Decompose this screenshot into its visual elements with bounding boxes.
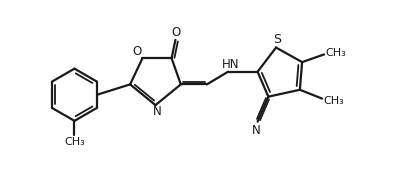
Text: HN: HN [221, 57, 238, 70]
Text: N: N [251, 124, 260, 137]
Text: CH₃: CH₃ [322, 96, 343, 106]
Text: O: O [132, 45, 142, 58]
Text: O: O [171, 27, 180, 40]
Text: CH₃: CH₃ [64, 137, 85, 147]
Text: S: S [272, 33, 280, 46]
Text: N: N [153, 105, 162, 118]
Text: CH₃: CH₃ [324, 48, 345, 57]
